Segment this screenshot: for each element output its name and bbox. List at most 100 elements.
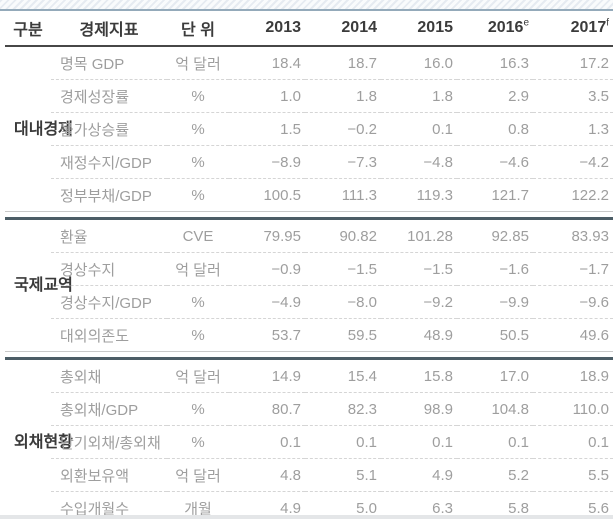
- value-cell: 110.0: [533, 392, 613, 426]
- value-cell: 92.85: [457, 218, 533, 253]
- value-cell: 122.2: [571, 186, 609, 204]
- value-cell: 83.93: [533, 218, 613, 253]
- value-cell: 0.1: [381, 112, 457, 146]
- table-row: 경제성장률 % 1.0 1.8 1.8 2.9 3.5: [5, 79, 613, 113]
- value-cell: 0.1: [457, 425, 533, 459]
- year-note: f: [606, 17, 609, 29]
- indicator-cell: 환율: [51, 218, 167, 253]
- header-year-2017: 2017f: [533, 11, 613, 47]
- value-cell: 5.0: [305, 491, 381, 519]
- unit-cell: 억 달러: [167, 46, 229, 80]
- year-note: e: [523, 17, 529, 29]
- bottom-edge-strip: [0, 515, 613, 519]
- indicator-cell: 경상수지: [51, 252, 167, 286]
- value-cell: 0.1: [305, 425, 381, 459]
- unit-cell: %: [167, 112, 229, 146]
- unit-cell: %: [167, 285, 229, 319]
- value-cell: −7.3: [305, 145, 381, 179]
- table-row: 재정수지/GDP % −8.9 −7.3 −4.8 −4.6 −4.2: [5, 145, 613, 179]
- header-unit: 단 위: [167, 11, 229, 47]
- value-cell: 4.9: [381, 458, 457, 492]
- value-cell: 18.7: [305, 46, 381, 80]
- indicator-cell: 총외채: [51, 358, 167, 393]
- header-year-2015: 2015: [381, 11, 457, 47]
- value-cell: −4.9: [229, 285, 305, 319]
- value-cell: −8.9: [229, 145, 305, 179]
- value-cell: 2.9: [457, 79, 533, 113]
- header-category: 구분: [5, 11, 51, 47]
- unit-cell: %: [167, 145, 229, 179]
- value-cell: 1.0: [229, 79, 305, 113]
- value-cell: 121.7: [491, 186, 529, 204]
- header-year-2013: 2013: [229, 11, 305, 47]
- indicator-cell: 외환보유액: [51, 458, 167, 492]
- table-row: 물가상승률 % 1.5 −0.2 0.1 0.8 1.3: [5, 112, 613, 146]
- value-cell: 5.2: [457, 458, 533, 492]
- table-row: 경상수지/GDP % −4.9 −8.0 −9.2 −9.9 −9.6: [5, 285, 613, 319]
- value-cell: 53.7: [271, 326, 301, 344]
- value-cell: −9.9: [457, 285, 533, 319]
- value-cell: 16.3: [457, 46, 533, 80]
- value-cell: 5.6: [533, 491, 613, 519]
- header-year-2014: 2014: [305, 11, 381, 47]
- table-row: 정부부채/GDP % 100.5 111.3 119.3 121.7 122.2: [5, 179, 613, 212]
- value-cell: −4.8: [381, 145, 457, 179]
- indicator-cell: 총외채/GDP: [51, 392, 167, 426]
- value-cell: 48.9: [423, 326, 453, 344]
- value-cell: 17.0: [457, 358, 533, 393]
- indicator-cell: 명목 GDP: [51, 46, 167, 80]
- value-cell: 1.3: [533, 112, 613, 146]
- unit-cell: 억 달러: [167, 358, 229, 393]
- value-cell: −1.5: [381, 252, 457, 286]
- unit-cell: CVE: [167, 218, 229, 253]
- value-cell: −0.2: [305, 112, 381, 146]
- table-row: 총외채/GDP % 80.7 82.3 98.9 104.8 110.0: [5, 392, 613, 426]
- value-cell: 0.8: [457, 112, 533, 146]
- header-row: 구분 경제지표 단 위 2013 2014 2015 2016e 2017f: [5, 11, 613, 47]
- unit-cell: %: [191, 186, 205, 204]
- unit-cell: %: [167, 425, 229, 459]
- section-divider: [5, 351, 613, 360]
- group-label-domestic: 대내경제: [5, 46, 73, 212]
- unit-cell: %: [191, 326, 205, 344]
- indicator-cell: 경상수지/GDP: [51, 285, 167, 319]
- value-cell: 6.3: [381, 491, 457, 519]
- value-cell: 100.5: [263, 186, 301, 204]
- value-cell: −9.2: [381, 285, 457, 319]
- table-row: 경상수지 억 달러 −0.9 −1.5 −1.5 −1.6 −1.7: [5, 252, 613, 286]
- value-cell: 101.28: [381, 218, 457, 253]
- value-cell: 1.5: [229, 112, 305, 146]
- value-cell: 59.5: [347, 326, 377, 344]
- indicator-cell: 대외의존도: [60, 327, 130, 345]
- value-cell: 5.5: [533, 458, 613, 492]
- value-cell: 4.8: [229, 458, 305, 492]
- value-cell: −4.2: [533, 145, 613, 179]
- value-cell: 15.8: [381, 358, 457, 393]
- value-cell: −1.6: [457, 252, 533, 286]
- top-hatch-band: [0, 0, 613, 11]
- value-cell: 3.5: [533, 79, 613, 113]
- value-cell: −1.5: [305, 252, 381, 286]
- value-cell: 111.3: [341, 186, 377, 204]
- value-cell: 0.1: [229, 425, 305, 459]
- value-cell: 119.3: [416, 186, 453, 204]
- value-cell: 15.4: [305, 358, 381, 393]
- indicator-cell: 수입개월수: [51, 491, 167, 519]
- value-cell: −1.7: [533, 252, 613, 286]
- indicator-cell: 단기외채/총외채: [51, 425, 167, 459]
- value-cell: 18.4: [229, 46, 305, 80]
- table-row: 국제교역 환율 CVE 79.95 90.82 101.28 92.85 83.…: [5, 218, 613, 352]
- value-cell: 5.1: [305, 458, 381, 492]
- value-cell: −9.6: [533, 285, 613, 319]
- unit-cell: %: [167, 392, 229, 426]
- value-cell: −8.0: [305, 285, 381, 319]
- value-cell: 18.9: [533, 358, 613, 393]
- value-cell: 16.0: [381, 46, 457, 80]
- table-row: 단기외채/총외채 % 0.1 0.1 0.1 0.1 0.1: [5, 425, 613, 459]
- header-year-2016: 2016e: [457, 11, 533, 47]
- value-cell: 104.8: [457, 392, 533, 426]
- indicator-cell: 재정수지/GDP: [51, 145, 167, 179]
- value-cell: 80.7: [229, 392, 305, 426]
- value-cell: 98.9: [381, 392, 457, 426]
